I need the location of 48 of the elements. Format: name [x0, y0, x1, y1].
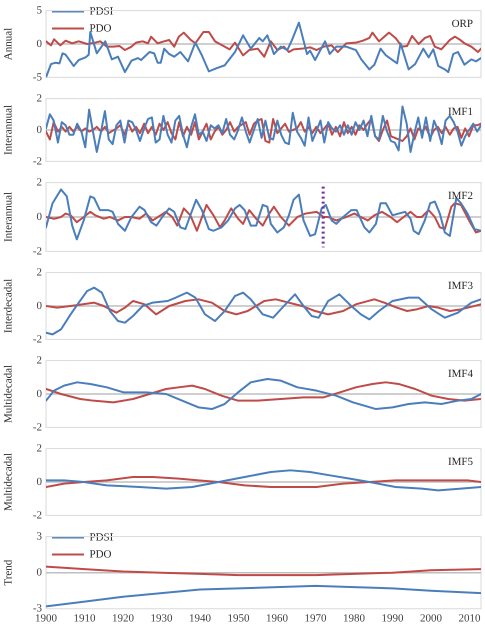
y-tick-label: -2: [32, 509, 42, 522]
y-tick-label: 0: [36, 124, 42, 136]
y-tick-label: 0: [36, 566, 42, 579]
y-axis-title: Interannual: [2, 104, 14, 156]
y-tick-label: -2: [32, 155, 42, 168]
y-tick-label: 0: [36, 476, 42, 488]
y-axis-title: Multidecadal: [2, 364, 14, 424]
y-tick-label: 0: [36, 300, 42, 312]
y-tick-label: -2: [32, 421, 42, 434]
y-tick-label: -3: [32, 602, 42, 615]
y-tick-label: 2: [36, 266, 42, 278]
annotation: IMF4: [448, 368, 474, 380]
annotation: IMF5: [448, 456, 474, 468]
y-axis-title: Multidecadal: [2, 452, 14, 512]
y-tick-label: -2: [32, 245, 42, 258]
y-tick-label: 2: [36, 354, 42, 366]
y-tick-label: 0: [36, 38, 42, 50]
x-tick-label: 2000: [420, 612, 442, 624]
annotation: IMF3: [448, 280, 474, 292]
legend-label: PDO: [90, 22, 112, 34]
y-axis-title: Interdecadal: [2, 278, 14, 334]
x-tick-label: 1900: [35, 612, 58, 624]
y-axis-title: Annual: [2, 28, 14, 60]
y-tick-label: 2: [36, 176, 42, 188]
y-tick-label: 0: [36, 388, 42, 400]
y-axis-title: Trend: [2, 559, 14, 586]
annotation: ORP: [452, 18, 473, 30]
y-tick-label: 5: [36, 4, 42, 16]
legend-label: PDO: [90, 548, 112, 560]
y-tick-label: 2: [36, 442, 42, 454]
x-tick-label: 1980: [342, 612, 366, 624]
y-tick-label: -5: [32, 71, 42, 84]
annotation: IMF2: [448, 190, 473, 202]
y-tick-label: 2: [36, 92, 42, 104]
x-tick-label: 2010: [458, 612, 481, 624]
y-tick-label: -2: [32, 333, 42, 346]
x-tick-label: 1920: [112, 612, 134, 624]
annotation: IMF1: [448, 106, 473, 118]
x-tick-label: 1970: [304, 612, 327, 624]
x-tick-label: 1910: [73, 612, 96, 624]
y-tick-label: 0: [36, 210, 42, 223]
x-tick-label: 1940: [188, 612, 212, 624]
x-tick-label: 1990: [381, 612, 404, 624]
x-tick-label: 1950: [227, 612, 250, 624]
y-axis-title: Interannual: [2, 192, 14, 242]
x-tick-label: 1960: [266, 612, 288, 624]
y-tick-label: 3: [36, 530, 42, 542]
x-tick-label: 1930: [150, 612, 173, 624]
